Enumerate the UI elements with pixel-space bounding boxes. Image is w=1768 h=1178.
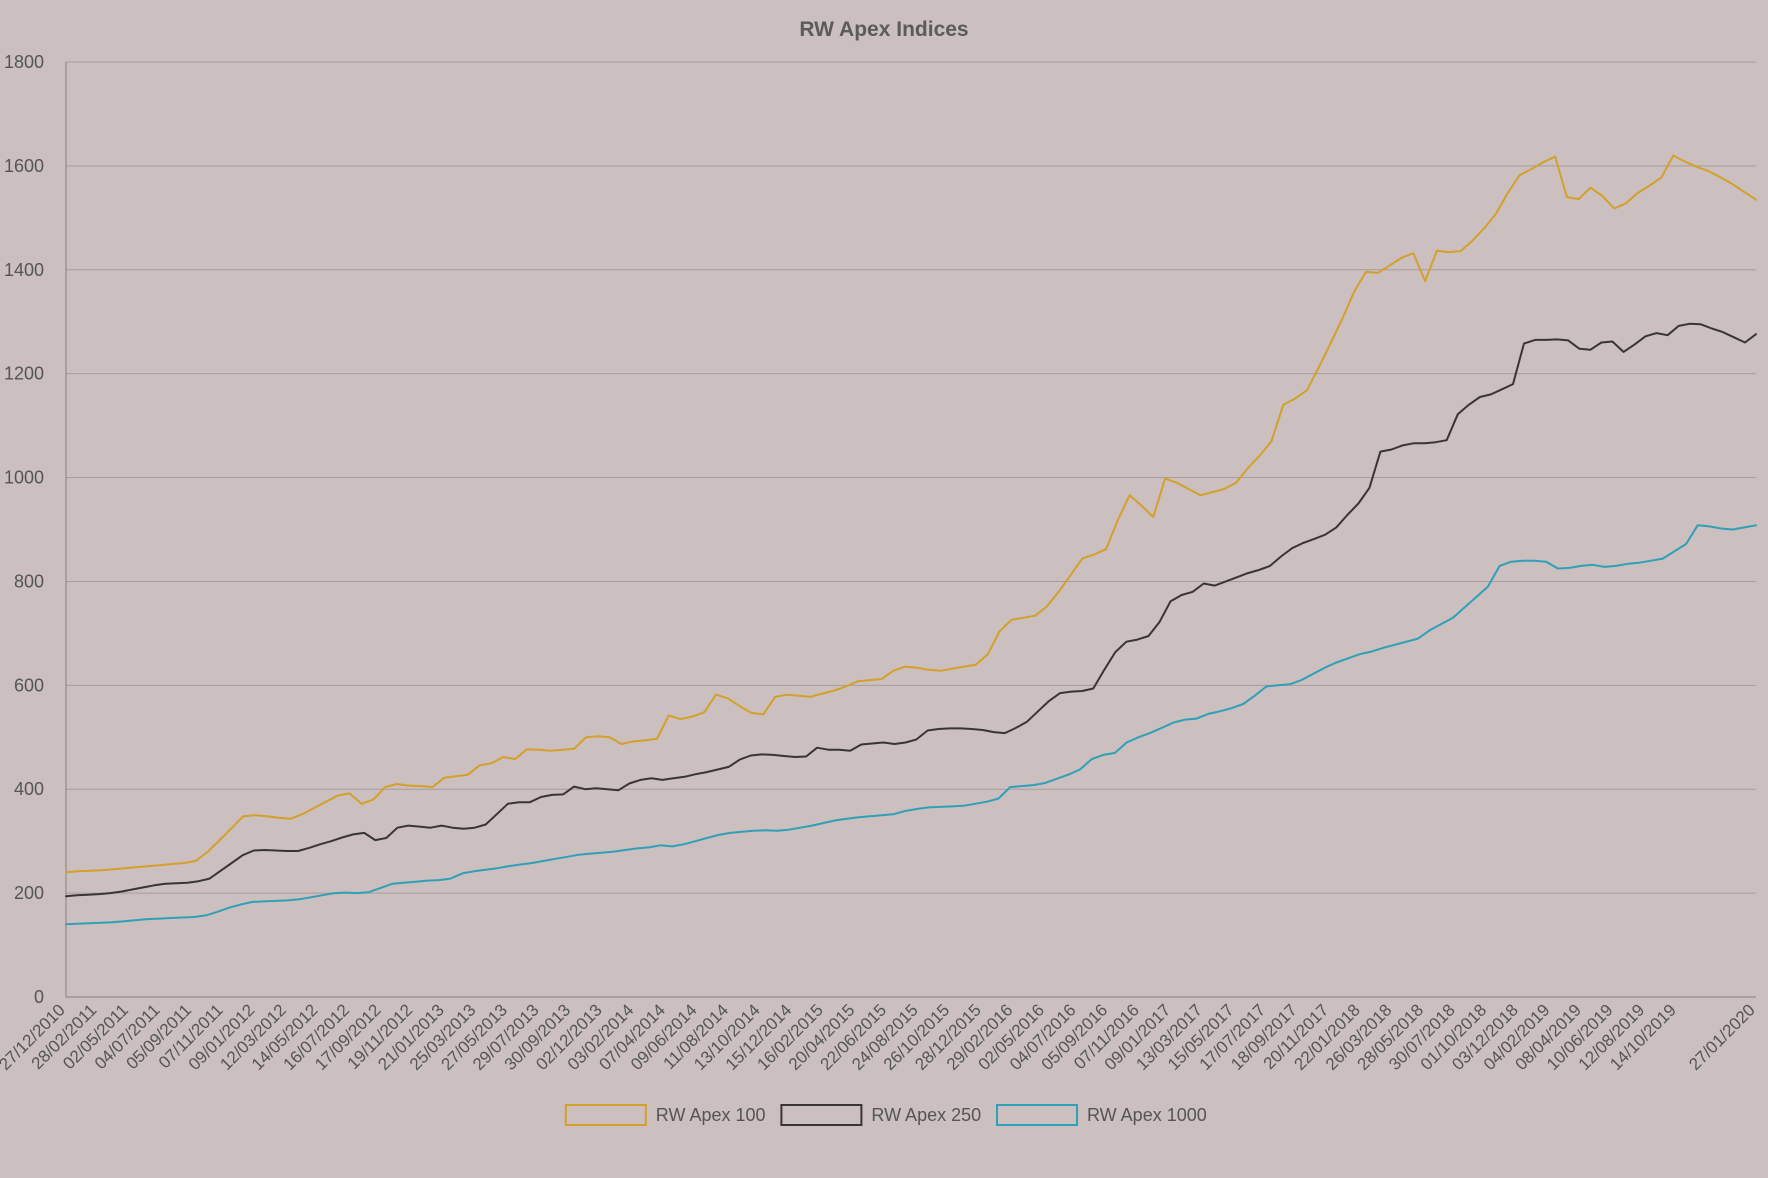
series-lines [65, 154, 1757, 926]
y-tick-label: 600 [14, 675, 44, 695]
chart-title: RW Apex Indices [799, 18, 968, 41]
legend-item[interactable]: RW Apex 100 [564, 1104, 766, 1126]
y-tick-label: 1400 [4, 260, 44, 280]
legend-item[interactable]: RW Apex 250 [780, 1104, 981, 1126]
legend-swatch [996, 1104, 1078, 1126]
legend: RW Apex 100 RW Apex 250 RW Apex 1000 [564, 1104, 1207, 1126]
legend-label: RW Apex 250 [871, 1105, 981, 1125]
legend-swatch [780, 1104, 863, 1126]
legend-swatch [564, 1104, 647, 1126]
series-line-0 [65, 154, 1757, 874]
legend-item[interactable]: RW Apex 1000 [996, 1104, 1207, 1126]
gridlines [66, 61, 1756, 894]
y-tick-label: 400 [14, 779, 44, 799]
y-tick-label: 0 [34, 987, 44, 1007]
legend-label: RW Apex 100 [656, 1105, 766, 1125]
y-tick-label: 1600 [4, 156, 44, 176]
x-tick-label: 27/01/2020 [1685, 1000, 1759, 1074]
x-axis-tick-labels: 27/12/201028/02/201102/05/201104/07/2011… [0, 1000, 1759, 1074]
legend-label: RW Apex 1000 [1087, 1105, 1207, 1125]
y-tick-label: 1200 [4, 364, 44, 384]
series-line-2 [65, 524, 1757, 926]
y-tick-label: 1800 [4, 52, 44, 72]
y-tick-label: 1000 [4, 468, 44, 488]
y-tick-label: 200 [14, 883, 44, 903]
series-line-1 [65, 322, 1757, 898]
y-axis-tick-labels: 0 200 400 600 800 1000 1200 1400 1600 1800 [4, 52, 44, 1007]
y-tick-label: 800 [14, 571, 44, 591]
axes [65, 62, 1756, 998]
